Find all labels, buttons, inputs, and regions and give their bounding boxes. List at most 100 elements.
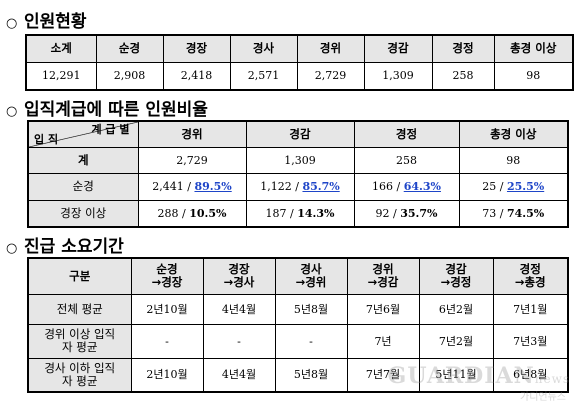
- header-cell: 경사: [229, 34, 298, 63]
- table-row: 경사 이하 입직 자 평균 2년10월 4년4월 5년8월 7년7월 5년11월 …: [27, 357, 569, 393]
- ratio-cell: 166 / 64.3%: [353, 172, 460, 201]
- count-text: 187 /: [265, 206, 298, 220]
- value-cell: 5년8월: [274, 357, 348, 393]
- ratio-cell: 92 / 35.7%: [353, 199, 460, 228]
- percent-text: 35.7%: [400, 206, 438, 220]
- header-cell: 구분: [27, 257, 132, 295]
- row-label: 경장 이상: [27, 199, 139, 228]
- count-text: 166 /: [372, 180, 404, 193]
- value-cell: 6년2월: [418, 293, 494, 325]
- header-cell: 경감 →경정: [418, 257, 494, 295]
- value-cell: 2,418: [162, 61, 231, 91]
- corner-label-entry: 입 직: [34, 132, 59, 146]
- diagonal-corner-cell: 계 급 별 입 직: [27, 120, 139, 148]
- ratio-cell: 187 / 14.3%: [245, 199, 355, 228]
- value-cell: 7년2월: [418, 323, 494, 359]
- row-label: 경사 이하 입직 자 평균: [27, 357, 132, 393]
- value-cell: 7년: [346, 323, 420, 359]
- section-title-text: 진급 소요기간: [24, 237, 124, 257]
- value-cell: 258: [431, 61, 495, 91]
- header-cell: 경감: [363, 34, 433, 63]
- value-cell: 5년11월: [418, 357, 494, 393]
- watermark-subtext: 가디언뉴스: [520, 392, 566, 403]
- value-cell: 2,571: [229, 61, 298, 91]
- table-header-row: 계 급 별 입 직 경위 경감 경정 총경 이상: [27, 120, 569, 148]
- percent-text: 25.5%: [506, 180, 545, 193]
- header-cell: 순경 →경장: [130, 257, 204, 295]
- ratio-cell: 2,441 / 89.5%: [137, 172, 247, 201]
- bullet-circle-icon: ○: [6, 16, 18, 31]
- value-cell: 2년10월: [130, 293, 204, 325]
- value-cell: 4년4월: [202, 293, 276, 325]
- section-title-text: 인원현황: [24, 12, 87, 32]
- row-label: 계: [27, 146, 139, 174]
- header-cell: 총경 이상: [458, 120, 569, 148]
- count-text: 288 /: [157, 206, 190, 220]
- row-label: 순경: [27, 172, 139, 201]
- header-cell: 소계: [25, 34, 97, 63]
- section-title-text: 입직계급에 따른 인원비율: [24, 100, 208, 120]
- section-title-ratio: ○ 입직계급에 따른 인원비율: [6, 95, 208, 120]
- table-row: 경장 이상 288 / 10.5% 187 / 14.3% 92 / 35.7%…: [27, 199, 569, 228]
- header-cell: 경위: [137, 120, 247, 148]
- header-cell: 경장 →경사: [202, 257, 276, 295]
- headcount-table: 소계 순경 경장 경사 경위 경감 경정 총경 이상 12,291 2,908 …: [25, 34, 574, 91]
- percent-text: 85.7%: [302, 180, 340, 193]
- ratio-cell: 288 / 10.5%: [137, 199, 247, 228]
- value-cell: 7년1월: [492, 293, 569, 325]
- value-cell: 2,729: [137, 146, 247, 174]
- value-cell: 258: [353, 146, 460, 174]
- value-cell: 2년10월: [130, 357, 204, 393]
- value-cell: 4년4월: [202, 357, 276, 393]
- value-cell: 98: [458, 146, 569, 174]
- header-cell: 경위: [296, 34, 365, 63]
- count-text: 1,122 /: [260, 180, 303, 193]
- value-cell: -: [202, 323, 276, 359]
- ratio-cell: 1,122 / 85.7%: [245, 172, 355, 201]
- percent-text: 14.3%: [297, 206, 335, 220]
- table-row: 12,291 2,908 2,418 2,571 2,729 1,309 258…: [25, 61, 574, 91]
- count-text: 73 /: [482, 206, 507, 220]
- header-cell: 경장: [162, 34, 231, 63]
- header-cell: 경정: [353, 120, 460, 148]
- value-cell: 2,908: [95, 61, 164, 91]
- ratio-table: 계 급 별 입 직 경위 경감 경정 총경 이상 계 2,729 1,309 2…: [27, 120, 569, 228]
- value-cell: 7년3월: [492, 323, 569, 359]
- table-header-row: 구분 순경 →경장 경장 →경사 경사 →경위 경위 →경감 경감 →경정 경정 →총경: [27, 257, 569, 295]
- percent-text: 74.5%: [506, 206, 545, 220]
- header-cell: 총경 이상: [493, 34, 574, 63]
- ratio-cell: 73 / 74.5%: [458, 199, 569, 228]
- table-header-row: 소계 순경 경장 경사 경위 경감 경정 총경 이상: [25, 34, 574, 63]
- watermark-logo: GUARDIANnews: [387, 363, 570, 389]
- value-cell: 1,309: [363, 61, 433, 91]
- table-row: 순경 2,441 / 89.5% 1,122 / 85.7% 166 / 64.…: [27, 172, 569, 201]
- value-cell: 7년6월: [346, 293, 420, 325]
- table-row: 전체 평균 2년10월 4년4월 5년8월 7년6월 6년2월 7년1월: [27, 293, 569, 325]
- value-cell: 2,729: [296, 61, 365, 91]
- promotion-period-table: 구분 순경 →경장 경장 →경사 경사 →경위 경위 →경감 경감 →경정 경정 →총경 전…: [27, 257, 569, 393]
- row-label: 전체 평균: [27, 293, 132, 325]
- value-cell: 7년7월: [346, 357, 420, 393]
- table-row-total: 계 2,729 1,309 258 98: [27, 146, 569, 174]
- value-cell: 1,309: [245, 146, 355, 174]
- header-cell: 경정 →총경: [492, 257, 569, 295]
- percent-text: 64.3%: [403, 180, 441, 193]
- count-text: 92 /: [375, 206, 401, 220]
- row-label: 경위 이상 입직 자 평균: [27, 323, 132, 359]
- header-cell: 경정: [431, 34, 495, 63]
- value-cell: 5년8월: [274, 293, 348, 325]
- bullet-circle-icon: ○: [6, 104, 18, 119]
- bullet-circle-icon: ○: [6, 241, 18, 256]
- percent-text: 89.5%: [194, 180, 232, 193]
- header-cell: 경위 →경감: [346, 257, 420, 295]
- value-cell: 6년8월: [492, 357, 569, 393]
- percent-text: 10.5%: [189, 206, 227, 220]
- table-row: 경위 이상 입직 자 평균 - - - 7년 7년2월 7년3월: [27, 323, 569, 359]
- section-title-headcount: ○ 인원현황: [6, 7, 87, 32]
- value-cell: -: [274, 323, 348, 359]
- header-cell: 순경: [95, 34, 164, 63]
- ratio-cell: 25 / 25.5%: [458, 172, 569, 201]
- count-text: 2,441 /: [152, 180, 195, 193]
- value-cell: 12,291: [25, 61, 97, 91]
- section-title-promotion: ○ 진급 소요기간: [6, 232, 124, 257]
